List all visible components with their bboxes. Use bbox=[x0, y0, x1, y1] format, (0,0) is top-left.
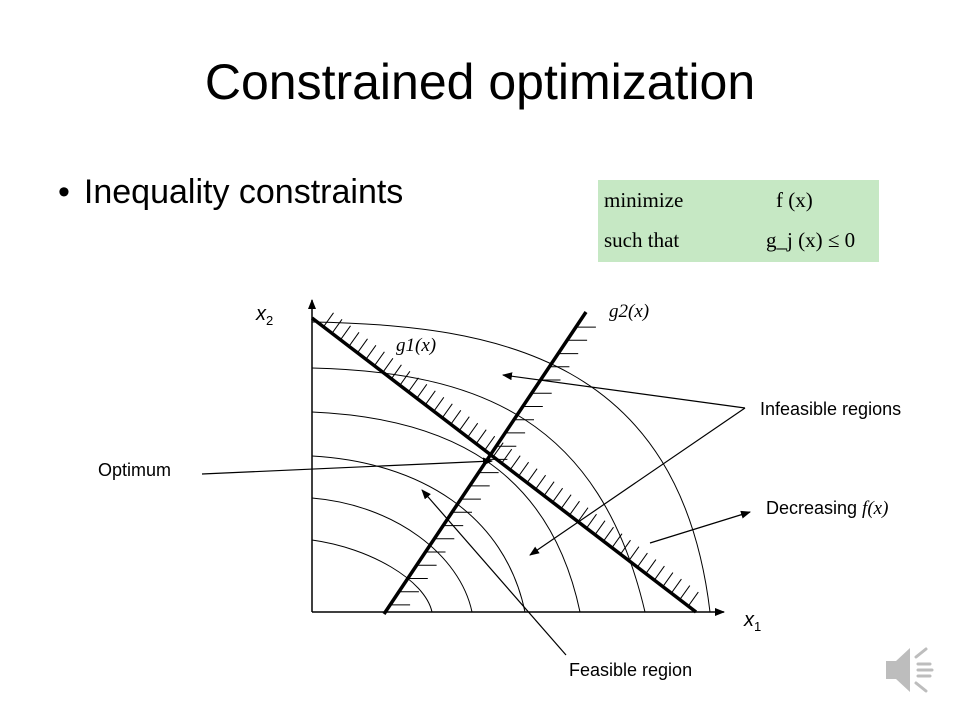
contour-curve bbox=[311, 367, 646, 613]
infeasible-arrow-lower bbox=[529, 407, 746, 556]
hatch-mark bbox=[569, 500, 580, 516]
hatch-mark bbox=[552, 487, 564, 503]
decreasing-arrow bbox=[649, 510, 751, 544]
hatch-mark bbox=[441, 403, 453, 419]
formula-row-constraint: such that g_j (x) ≤ 0 bbox=[604, 228, 855, 253]
hatch-mark bbox=[348, 332, 360, 347]
feasible-arrow bbox=[421, 489, 567, 656]
contour-curve bbox=[311, 455, 526, 613]
hatch-mark bbox=[424, 390, 436, 406]
hatch-mark bbox=[365, 345, 377, 360]
bullet-marker: • bbox=[58, 173, 70, 211]
contour-curve bbox=[311, 497, 473, 613]
decreasing-fx-label: Decreasing f(x) bbox=[766, 499, 888, 518]
hatch-mark bbox=[670, 578, 682, 594]
hatch-mark bbox=[543, 481, 555, 496]
hatch-mark bbox=[535, 474, 547, 490]
decreasing-text: Decreasing bbox=[766, 498, 863, 518]
hatch-mark bbox=[492, 442, 504, 457]
formula-such-that-keyword: such that bbox=[604, 228, 680, 252]
hatch-mark bbox=[416, 384, 428, 399]
optimum-arrow bbox=[201, 457, 493, 475]
hatch-mark bbox=[594, 520, 606, 535]
formula-objective-expr: f (x) bbox=[776, 188, 813, 212]
hatch-mark bbox=[577, 507, 589, 522]
hatch-mark bbox=[526, 468, 538, 483]
hatch-mark bbox=[501, 448, 513, 464]
hatch-mark bbox=[611, 533, 623, 548]
formula-row-objective: minimize f (x) bbox=[604, 188, 813, 213]
g2-label: g2(x) bbox=[609, 301, 650, 322]
hatch-mark bbox=[458, 416, 470, 431]
infeasible-arrow-upper bbox=[502, 372, 746, 409]
contour-curve bbox=[311, 321, 711, 613]
hatch-mark bbox=[467, 422, 479, 438]
speaker-icon[interactable] bbox=[880, 640, 940, 700]
constraint-g1-hatching bbox=[323, 312, 699, 607]
y-axis-letter: x bbox=[256, 303, 266, 325]
contour-curve bbox=[311, 539, 433, 613]
hatch-mark bbox=[620, 539, 631, 555]
bullet-item: • Inequality constraints bbox=[58, 172, 403, 213]
formula-constraint-expr: g_j (x) ≤ 0 bbox=[766, 228, 856, 252]
hatch-mark bbox=[323, 312, 334, 328]
hatch-mark bbox=[518, 461, 530, 477]
hatch-mark bbox=[679, 585, 691, 600]
contour-curve bbox=[311, 411, 581, 613]
formula-box: minimize f (x) such that g_j (x) ≤ 0 bbox=[598, 180, 879, 262]
x-axis-subscript: 1 bbox=[754, 619, 762, 634]
bullet-text: Inequality constraints bbox=[83, 173, 404, 211]
feasible-region-label: Feasible region bbox=[569, 660, 693, 680]
hatch-mark bbox=[484, 435, 496, 451]
hatch-mark bbox=[450, 410, 462, 425]
hatch-mark bbox=[586, 513, 597, 529]
y-axis-label: x2 bbox=[256, 304, 273, 327]
hatch-mark bbox=[433, 397, 445, 412]
x-axis-label: x1 bbox=[744, 610, 761, 633]
x-axis-letter: x bbox=[744, 609, 754, 631]
annotation-arrows bbox=[201, 372, 751, 656]
hatch-mark bbox=[390, 364, 402, 380]
hatch-mark bbox=[560, 494, 572, 509]
hatch-mark bbox=[509, 455, 521, 470]
formula-minimize-keyword: minimize bbox=[604, 188, 684, 212]
hatch-mark bbox=[340, 325, 351, 341]
hatch-mark bbox=[687, 591, 699, 607]
constraint-g2-line bbox=[382, 311, 588, 615]
hatch-mark bbox=[407, 377, 419, 393]
hatch-mark bbox=[475, 429, 487, 444]
hatch-mark bbox=[399, 371, 411, 386]
slide-title: Constrained optimization bbox=[204, 54, 756, 110]
hatch-mark bbox=[628, 546, 640, 561]
optimum-label: Optimum bbox=[98, 460, 172, 480]
hatch-mark bbox=[662, 572, 674, 587]
hatch-mark bbox=[331, 319, 343, 334]
hatch-mark bbox=[373, 351, 385, 367]
decreasing-fx: f(x) bbox=[862, 498, 889, 519]
g1-label: g1(x) bbox=[396, 335, 437, 356]
infeasible-regions-label: Infeasible regions bbox=[760, 399, 902, 419]
hatch-mark bbox=[382, 358, 394, 373]
hatch-mark bbox=[645, 559, 657, 574]
constraint-g1-line bbox=[310, 316, 698, 614]
hatch-mark bbox=[653, 565, 665, 581]
hatch-mark bbox=[636, 552, 648, 568]
hatch-mark bbox=[603, 526, 614, 542]
hatch-mark bbox=[357, 338, 368, 354]
y-axis-subscript: 2 bbox=[266, 313, 274, 328]
